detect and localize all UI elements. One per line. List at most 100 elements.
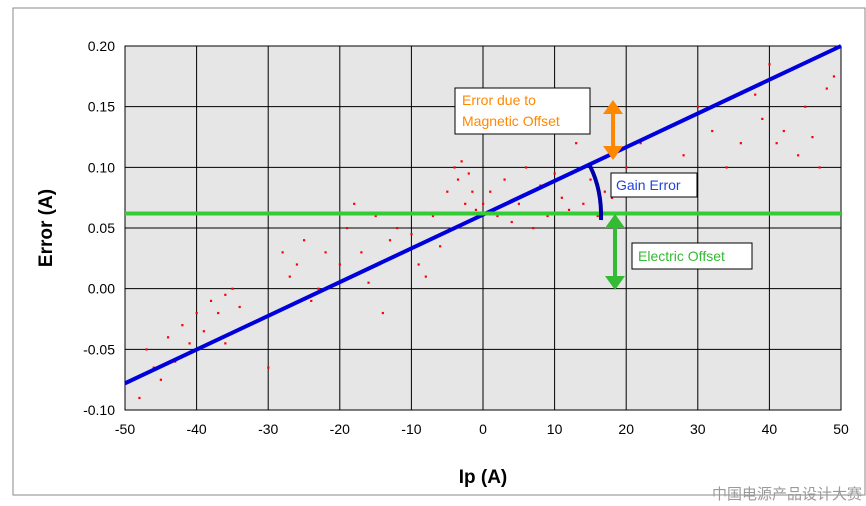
scatter-point <box>224 293 227 296</box>
scatter-point <box>353 202 356 205</box>
scatter-point <box>603 190 606 193</box>
electric-offset-arrow-head-bottom <box>605 276 625 290</box>
magnetic-offset-arrow-head-top <box>603 100 623 114</box>
scatter-point <box>303 239 306 242</box>
scatter-point <box>567 208 571 211</box>
scatter-point <box>517 202 520 205</box>
scatter-point <box>754 93 757 96</box>
scatter-point <box>596 214 599 218</box>
gain-error-label: Gain Error <box>616 177 681 193</box>
scatter-point <box>639 142 642 145</box>
y-tick-label: -0.10 <box>83 402 115 418</box>
scatter-point <box>317 287 320 290</box>
scatter-point <box>238 305 241 309</box>
scatter-point <box>696 105 699 108</box>
scatter-point <box>396 227 399 230</box>
scatter-point <box>739 142 742 145</box>
series-lines <box>124 44 842 386</box>
scatter-point <box>496 214 499 218</box>
scatter-point <box>482 202 485 205</box>
scatter-point <box>460 160 463 163</box>
scatter-point <box>360 251 363 254</box>
y-tick-label: 0.00 <box>88 281 115 297</box>
y-tick-label: -0.05 <box>83 341 115 357</box>
x-tick-label: 0 <box>479 421 487 437</box>
scatter-point <box>410 233 413 236</box>
x-tick-label: -20 <box>330 421 350 437</box>
scatter-point <box>431 214 435 218</box>
scatter-point <box>546 214 549 218</box>
scatter-point <box>231 287 234 290</box>
scatter-point <box>424 275 427 278</box>
scatter-point <box>582 202 585 205</box>
scatter-point <box>532 227 535 230</box>
x-tick-label: 40 <box>762 421 778 437</box>
scatter-point <box>711 129 714 133</box>
scatter-point <box>166 336 170 339</box>
scatter-point <box>782 129 785 133</box>
scatter-point <box>267 366 270 369</box>
electric-offset-box <box>631 242 753 270</box>
scatter-point <box>503 178 506 181</box>
scatter-point <box>510 220 513 224</box>
scatter-point <box>797 154 800 157</box>
scatter-point <box>439 245 442 248</box>
y-tick-label: 0.20 <box>88 38 115 54</box>
y-tick-label: 0.05 <box>88 220 115 236</box>
scatter-point <box>374 214 377 218</box>
magnetic-offset-line-2: Magnetic Offset <box>462 113 560 129</box>
scatter-point <box>768 63 771 66</box>
scatter-point <box>471 190 474 193</box>
scatter-point <box>575 142 578 145</box>
gain-error-box <box>610 172 698 198</box>
x-tick-label: -10 <box>401 421 421 437</box>
x-tick-label: -40 <box>186 421 206 437</box>
electric-offset-label: Electric Offset <box>638 248 725 264</box>
x-tick-label: 20 <box>618 421 634 437</box>
scatter-point <box>138 396 141 400</box>
scatter-point <box>682 154 685 157</box>
scatter-point <box>224 342 227 345</box>
magnetic-offset-box <box>454 87 591 135</box>
watermark: 中国电源产品设计大赛 <box>712 485 862 503</box>
scatter-point <box>417 263 420 266</box>
scatter-point <box>181 324 184 327</box>
x-tick-label: 50 <box>833 421 849 437</box>
scatter-point <box>825 87 828 90</box>
scatter-point <box>804 105 807 108</box>
x-tick-label: -30 <box>258 421 278 437</box>
scatter-point <box>811 136 814 139</box>
scatter-point <box>345 227 349 230</box>
x-tick-label: 30 <box>690 421 706 437</box>
electric-offset-arrow-head-top <box>605 214 625 228</box>
scatter-point <box>310 299 313 302</box>
x-tick-label: -50 <box>115 421 135 437</box>
scatter-point <box>474 208 478 211</box>
scatter-point <box>338 263 341 266</box>
scatter-point <box>775 142 778 145</box>
scatter-point <box>288 275 291 278</box>
scatter-point <box>553 172 556 175</box>
scatter-point <box>625 166 628 169</box>
magnetic-offset-arrow-head-bottom <box>603 146 623 160</box>
scatter-point <box>560 196 563 199</box>
scatter-point <box>832 75 836 78</box>
scatter-point <box>295 263 299 266</box>
scatter-point <box>464 202 467 205</box>
scatter-point <box>367 281 370 284</box>
scatter-point <box>188 342 191 345</box>
y-tick-label: 0.15 <box>88 99 115 115</box>
scatter-point <box>761 117 764 120</box>
x-tick-label: 10 <box>547 421 563 437</box>
scatter-point <box>217 311 220 315</box>
scatter-point <box>388 239 392 242</box>
scatter-point <box>456 178 460 181</box>
y-axis-label: Error (A) <box>36 189 57 267</box>
scatter-point <box>202 330 205 333</box>
tick-labels: -50 -40 -30 -20 -10 0 10 20 30 40 50 -0.10 -0.05 0.00… <box>83 38 849 437</box>
scatter-point <box>446 190 449 193</box>
y-tick-label: 0.10 <box>88 159 115 175</box>
scatter-point <box>725 166 728 169</box>
scatter-point <box>589 178 592 181</box>
